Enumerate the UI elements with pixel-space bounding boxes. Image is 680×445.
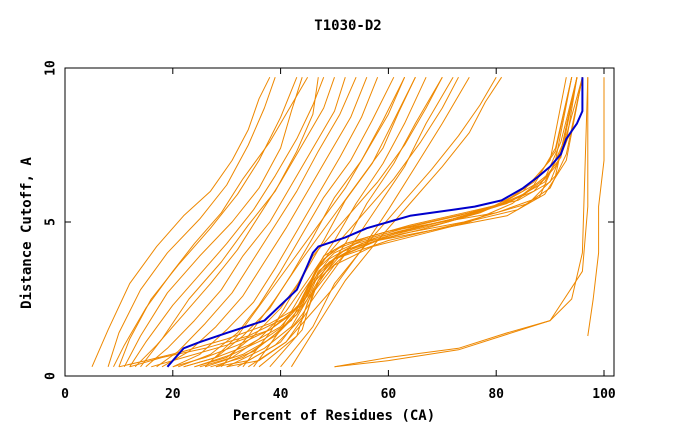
series-line [204, 76, 406, 368]
series-line [118, 77, 298, 367]
series-line [183, 76, 406, 368]
series-line [210, 76, 443, 368]
chart-title: T1030-D2 [314, 18, 381, 34]
x-tick-label: 0 [61, 387, 69, 402]
series-line [334, 77, 589, 368]
axes-layer: 0 20 40 60 80 100 0 5 10 [44, 60, 616, 402]
y-tick-label: 0 [44, 372, 59, 380]
series-line [91, 76, 271, 367]
series-line [129, 77, 325, 368]
series-line [183, 77, 578, 368]
series-line [107, 77, 276, 367]
series-line [151, 77, 583, 368]
series-line [134, 77, 335, 368]
x-tick-label: 20 [165, 387, 181, 402]
series-line [123, 77, 303, 368]
series-line [226, 77, 583, 368]
series-line [280, 76, 497, 368]
series-line [199, 76, 427, 368]
series-line [113, 76, 309, 368]
series-line [334, 77, 589, 368]
series-layer [91, 76, 605, 368]
series-line-highlight [166, 77, 584, 368]
x-tick-label: 60 [381, 387, 397, 402]
series-line [587, 77, 605, 337]
series-line [156, 76, 357, 368]
series-line [161, 77, 368, 368]
series-line [140, 77, 319, 368]
x-axis-label: Percent of Residues (CA) [233, 408, 435, 424]
x-tick-label: 80 [488, 387, 504, 402]
series-line [242, 76, 443, 368]
series-line [118, 77, 583, 368]
series-line [172, 77, 573, 368]
series-line [290, 76, 503, 368]
x-tick-label: 40 [273, 387, 289, 402]
y-tick-label: 10 [44, 60, 59, 76]
y-axis-label: Distance Cutoff, A [19, 157, 35, 309]
series-line [172, 77, 379, 368]
series-line [194, 76, 416, 368]
series-line [253, 76, 459, 368]
x-tick-label: 100 [592, 387, 616, 402]
y-tick-label: 5 [44, 218, 59, 226]
series-line [258, 77, 573, 368]
series-line [178, 76, 395, 368]
series-line [145, 77, 346, 368]
